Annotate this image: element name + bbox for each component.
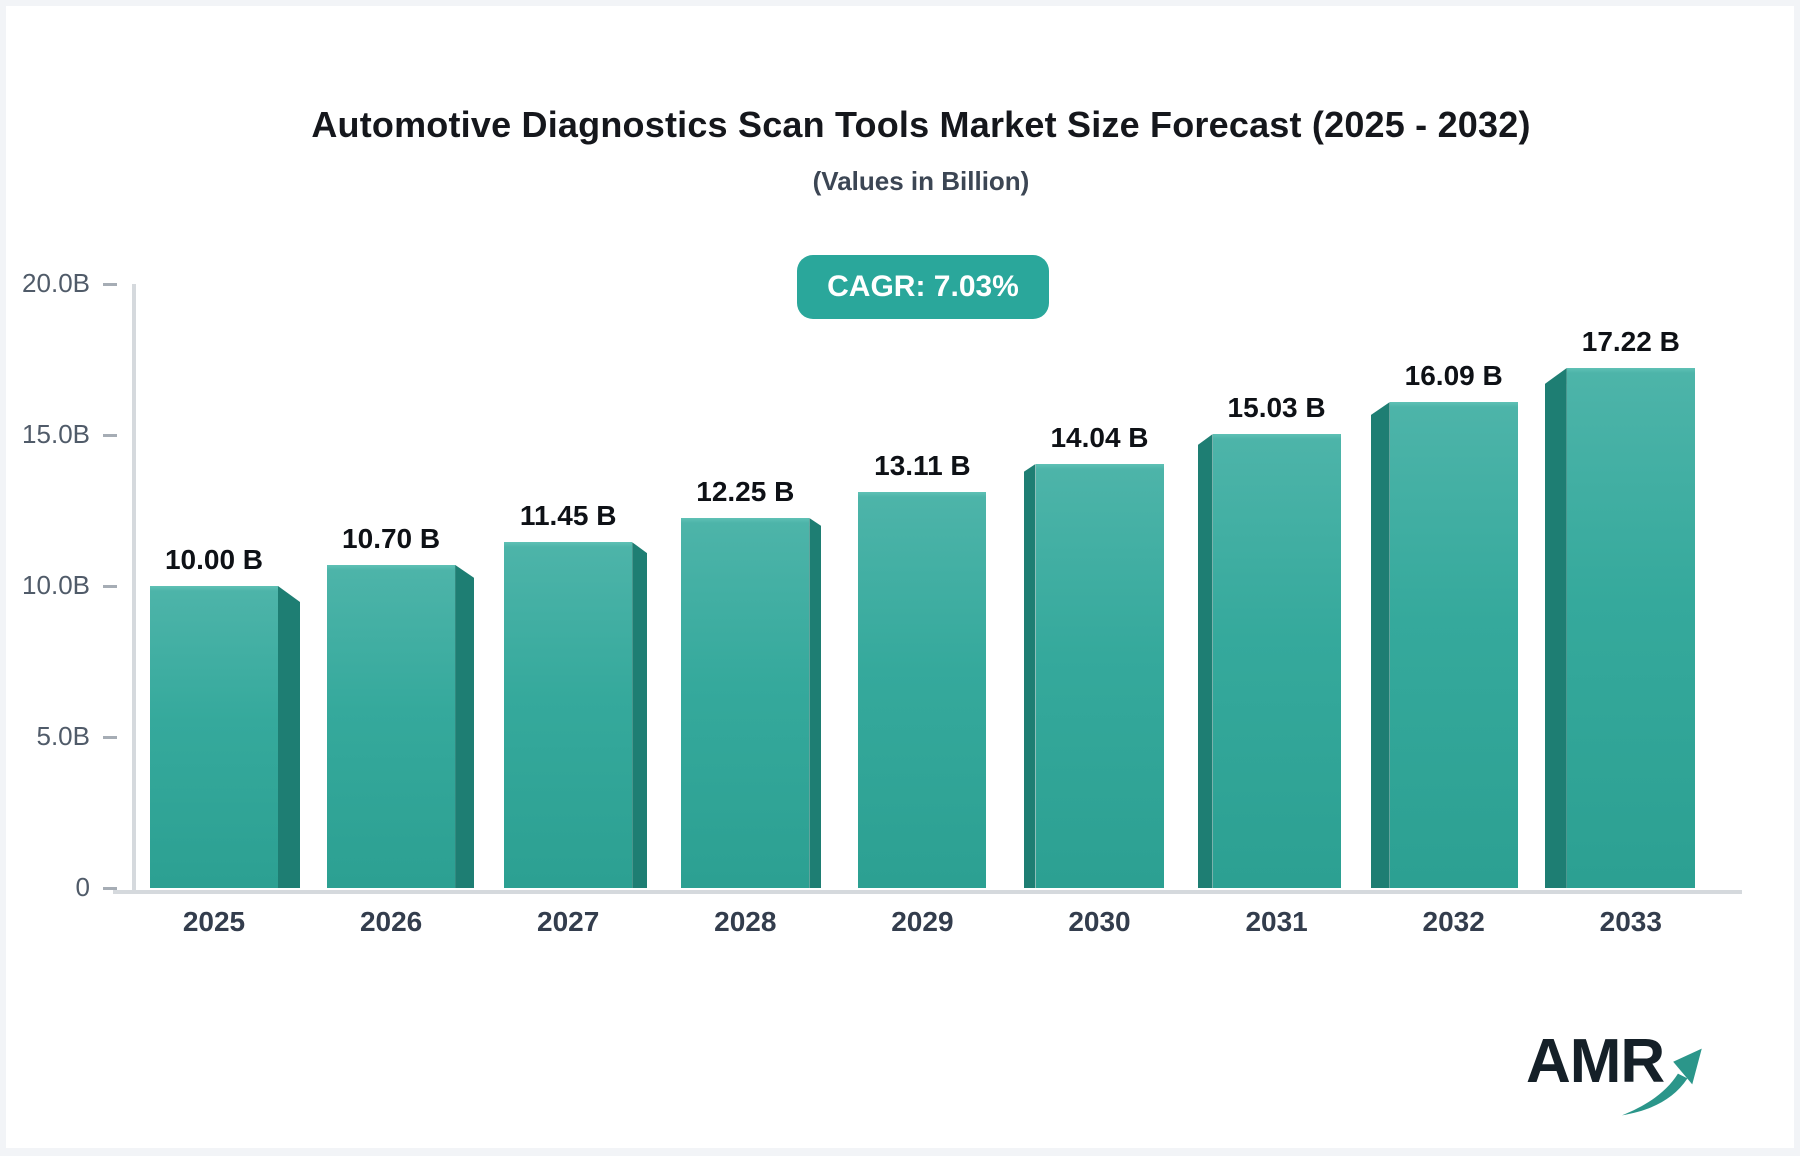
bar-2032 [1389,402,1518,888]
bar-2031 [1212,434,1341,888]
x-axis-line [113,890,1742,894]
x-axis-label-2027: 2027 [537,906,600,937]
y-axis-tick-label: 15.0B [22,419,90,449]
bar-value-label: 17.22 B [1581,325,1680,357]
cagr-badge: CAGR: 7.03% [797,255,1049,319]
amr-logo-text: AMR [1526,1027,1665,1096]
y-axis-tick [103,283,117,286]
x-axis-label-2033: 2033 [1599,906,1662,937]
bar-2025 [150,586,278,888]
bar-chart-plot: 20.0B 15.0B 10.0B 5.0B 0 10.00 B 2025 10.70 B 20… [6,6,1794,1148]
bar-value-label: 16.09 B [1404,360,1503,392]
y-axis-tick [103,736,117,739]
y-axis-tick-label: 0 [75,872,90,902]
chart-card: Automotive Diagnostics Scan Tools Market… [6,6,1794,1148]
bar-side-face [632,542,648,888]
x-axis-label-2025: 2025 [182,906,246,937]
bar-side-face [455,564,475,888]
cagr-badge-row: CAGR: 7.03% [6,255,1800,319]
y-axis-tick-label: 5.0B [36,721,91,751]
bar-value-label: 11.45 B [519,500,617,532]
growth-arrow-icon [1622,1048,1702,1116]
bar-side-face [809,518,822,888]
bar-2029 [858,492,987,888]
bar-value-label: 10.70 B [342,522,441,554]
y-axis-tick-label: 10.0B [22,570,90,600]
bar-2033 [1566,367,1695,888]
bar-2026 [327,564,456,888]
x-axis-label-2028: 2028 [714,906,777,937]
bar-2027 [504,542,633,888]
bar-2028 [681,518,810,888]
y-axis-tick [103,887,117,890]
y-axis-line [132,284,136,892]
chart-subtitle: (Values in Billion) [812,166,1030,196]
x-axis-label-2026: 2026 [359,906,423,937]
bar-value-label: 10.00 B [164,544,264,575]
bar-value-label: 15.03 B [1227,392,1326,424]
y-axis-tick [103,585,117,588]
x-axis-label-2031: 2031 [1245,906,1308,937]
bar-side-face [1023,463,1036,888]
y-axis-tick-label: 20.0B [22,268,90,298]
x-axis-label-2029: 2029 [891,906,954,937]
x-axis-label-2030: 2030 [1068,906,1131,937]
x-axis-label-2032: 2032 [1422,906,1485,937]
bar-2030 [1035,463,1164,888]
bar-value-label: 14.04 B [1050,421,1149,453]
bar-side-face [1197,434,1213,888]
bar-value-label: 13.11 B [874,450,971,482]
bar-side-face [278,586,300,888]
chart-title: Automotive Diagnostics Scan Tools Market… [311,104,1531,145]
amr-logo: AMR [1526,1018,1746,1118]
bar-side-face [1370,402,1390,888]
y-axis-tick [103,434,117,437]
bar-value-label: 12.25 B [696,476,795,508]
bar-side-face [1544,367,1567,888]
